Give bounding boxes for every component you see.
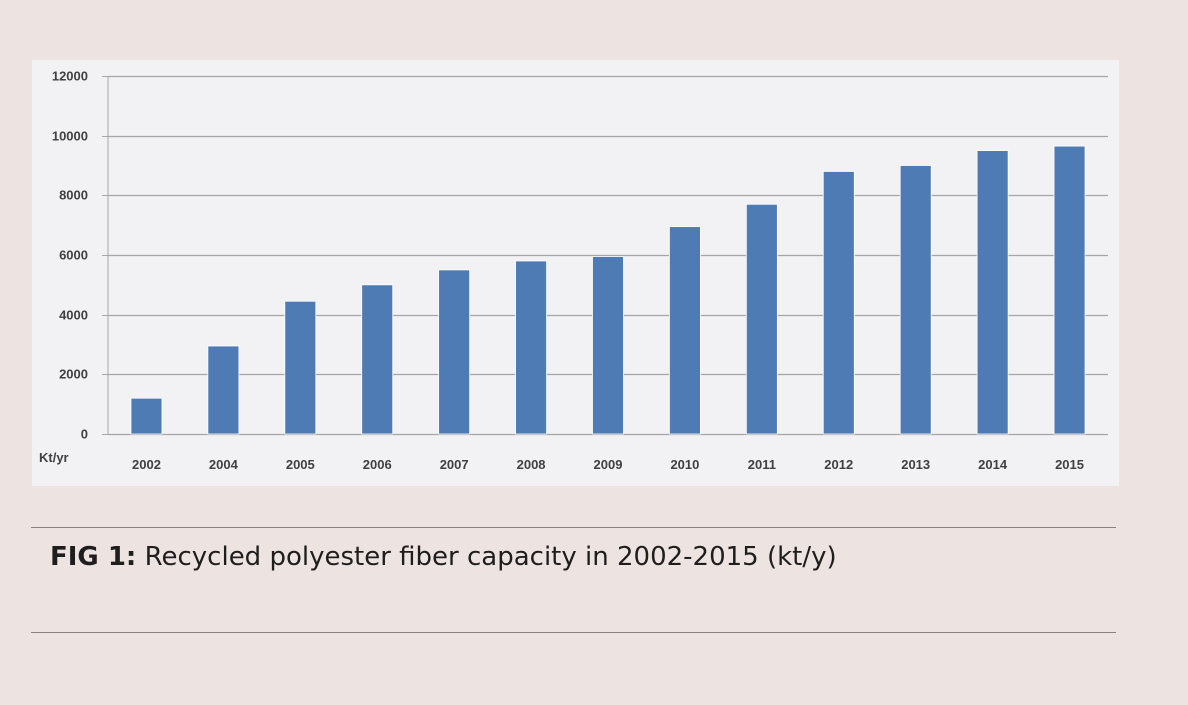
- x-tick-label: 2014: [978, 457, 1008, 472]
- bar-2009: [592, 256, 624, 435]
- bars: [130, 145, 1086, 435]
- bar-2011: [745, 203, 778, 435]
- bar-2008: [515, 260, 547, 435]
- y-tick-label: 10000: [52, 129, 88, 144]
- x-tick-label: 2010: [670, 457, 699, 472]
- chart-panel: 0 2000 4000 6000 8000 10000 12000 2002 2004 2005…: [32, 60, 1119, 486]
- figure-label: FIG 1:: [50, 542, 137, 572]
- y-axis-unit-label: Kt/yr: [39, 450, 69, 465]
- y-axis-ticks: 0 2000 4000 6000 8000 10000 12000: [52, 69, 88, 442]
- x-tick-label: 2005: [286, 457, 315, 472]
- x-tick-label: 2002: [132, 457, 161, 472]
- x-axis-ticks: 2002 2004 2005 2006 2007 2008 2009 2010 2011 2012…: [132, 457, 1084, 472]
- x-tick-label: 2008: [517, 457, 546, 472]
- bar-2004: [207, 345, 240, 435]
- y-tick-label: 6000: [59, 248, 88, 263]
- bar-2015: [1053, 145, 1086, 435]
- bar-2010: [669, 226, 701, 435]
- figure-caption: FIG 1: Recycled polyester fiber capacity…: [50, 542, 837, 572]
- y-tick-label: 8000: [59, 188, 88, 203]
- y-tick-label: 2000: [59, 367, 88, 382]
- bar-2007: [438, 269, 471, 435]
- x-tick-label: 2012: [824, 457, 853, 472]
- bar-2002: [130, 397, 163, 435]
- x-tick-label: 2006: [363, 457, 392, 472]
- x-tick-label: 2007: [440, 457, 469, 472]
- bar-2012: [822, 171, 855, 435]
- y-tick-label: 4000: [59, 308, 88, 323]
- y-tick-label: 0: [81, 427, 88, 442]
- x-tick-label: 2015: [1055, 457, 1084, 472]
- bar-2013: [899, 165, 932, 435]
- caption-text: Recycled polyester fiber capacity in 200…: [144, 542, 837, 572]
- bar-2005: [284, 300, 317, 435]
- bar-2006: [361, 284, 394, 435]
- x-tick-label: 2011: [748, 457, 776, 472]
- caption-top-rule: [31, 527, 1116, 528]
- bar-2014: [976, 150, 1009, 435]
- x-tick-label: 2013: [901, 457, 930, 472]
- x-tick-label: 2004: [209, 457, 239, 472]
- caption-bottom-rule: [31, 632, 1116, 633]
- bar-chart: 0 2000 4000 6000 8000 10000 12000 2002 2004 2005…: [39, 69, 1108, 472]
- y-tick-label: 12000: [52, 69, 88, 84]
- x-tick-label: 2009: [594, 457, 623, 472]
